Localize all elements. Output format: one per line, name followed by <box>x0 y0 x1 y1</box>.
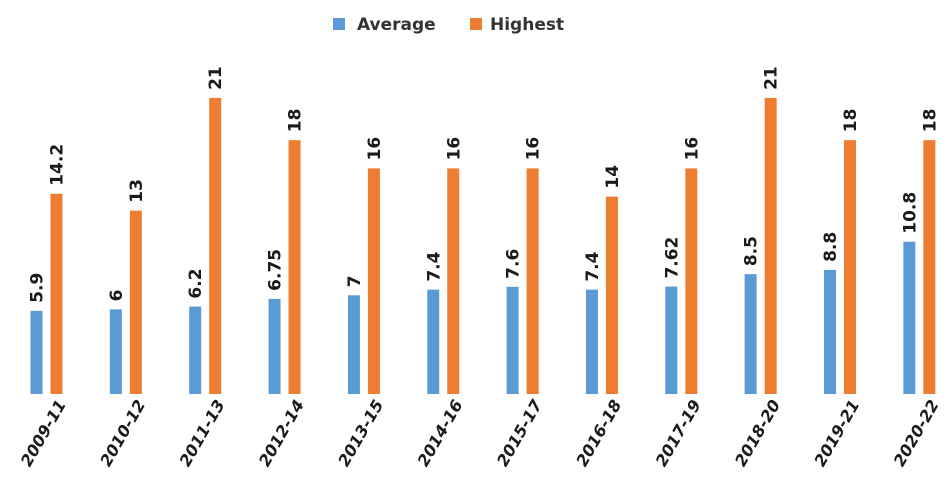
data-label-highest-2012-14: 18 <box>286 109 306 133</box>
bar-highest-2016-18 <box>605 196 618 394</box>
data-label-highest-2015-17: 16 <box>524 137 544 161</box>
x-tick-label-2017-19: 2017-19 <box>652 397 705 470</box>
data-label-highest-2017-19: 16 <box>682 137 702 161</box>
data-label-average-2014-16: 7.4 <box>424 251 444 281</box>
bar-highest-2018-20 <box>764 97 777 395</box>
bar-highest-2010-12 <box>129 210 142 394</box>
bar-average-2014-16 <box>427 289 440 394</box>
x-tick-label-2016-18: 2016-18 <box>572 397 625 470</box>
data-label-highest-2020-22: 18 <box>920 109 940 133</box>
data-label-average-2017-19: 7.62 <box>662 237 682 279</box>
x-tick-label-2011-13: 2011-13 <box>175 397 228 470</box>
bar-average-2016-18 <box>585 289 598 394</box>
data-label-average-2020-22: 10.8 <box>900 192 920 234</box>
chart-legend: Average Highest <box>333 15 564 35</box>
bar-average-2019-21 <box>824 269 836 394</box>
bar-highest-2012-14 <box>288 140 301 394</box>
legend-label-average: Average <box>357 15 436 35</box>
bar-average-2011-13 <box>189 306 202 394</box>
plot-area: 5.9 14.2 2009-11 6 13 2010-12 6.2 21 2011-13 6.75… <box>17 66 943 469</box>
bar-highest-2019-21 <box>844 140 856 394</box>
bar-highest-2014-16 <box>447 168 460 394</box>
bar-highest-2013-15 <box>367 168 380 394</box>
bar-highest-2011-13 <box>209 97 222 395</box>
bar-highest-2015-17 <box>526 168 539 394</box>
bar-average-2017-19 <box>665 286 678 394</box>
data-label-highest-2019-21: 18 <box>841 109 861 133</box>
data-label-average-2016-18: 7.4 <box>583 251 603 281</box>
x-tick-label-2015-17: 2015-17 <box>493 396 547 470</box>
x-tick-label-2019-21: 2019-21 <box>810 397 863 470</box>
bar-highest-2017-19 <box>685 168 698 394</box>
legend-swatch-highest <box>470 18 482 30</box>
data-label-highest-2011-13: 21 <box>206 66 226 90</box>
data-label-average-2015-17: 7.6 <box>504 249 524 279</box>
bar-average-2009-11 <box>30 310 43 394</box>
bar-average-2013-15 <box>347 295 360 394</box>
data-label-average-2011-13: 6.2 <box>186 268 206 298</box>
bar-average-2010-12 <box>109 309 122 394</box>
data-label-highest-2014-16: 16 <box>444 137 464 161</box>
bar-highest-2020-22 <box>923 140 936 394</box>
x-tick-label-2018-20: 2018-20 <box>731 397 784 470</box>
x-tick-label-2020-22: 2020-22 <box>890 397 943 470</box>
data-label-average-2013-15: 7 <box>345 275 365 287</box>
x-tick-label-2012-14: 2012-14 <box>255 397 308 470</box>
data-label-highest-2016-18: 14 <box>603 165 623 189</box>
legend-label-highest: Highest <box>490 15 564 35</box>
bar-average-2015-17 <box>506 286 519 394</box>
data-label-average-2009-11: 5.9 <box>28 273 48 303</box>
bar-average-2020-22 <box>903 241 916 394</box>
bar-highest-2009-11 <box>50 193 63 394</box>
legend-swatch-average <box>333 18 345 30</box>
bar-average-2018-20 <box>744 274 757 394</box>
x-tick-label-2014-16: 2014-16 <box>414 397 467 470</box>
data-label-average-2019-21: 8.8 <box>821 232 841 262</box>
data-label-highest-2009-11: 14.2 <box>48 144 68 186</box>
x-tick-label-2010-12: 2010-12 <box>96 397 149 470</box>
data-label-highest-2013-15: 16 <box>365 137 385 161</box>
data-label-average-2010-12: 6 <box>107 290 127 302</box>
bar-average-2012-14 <box>268 298 281 394</box>
data-label-average-2012-14: 6.75 <box>266 249 286 291</box>
data-label-highest-2010-12: 13 <box>127 179 147 203</box>
x-tick-label-2009-11: 2009-11 <box>17 397 70 470</box>
data-label-highest-2018-20: 21 <box>762 66 782 90</box>
x-tick-label-2013-15: 2013-15 <box>334 397 387 470</box>
data-label-average-2018-20: 8.5 <box>742 236 762 266</box>
